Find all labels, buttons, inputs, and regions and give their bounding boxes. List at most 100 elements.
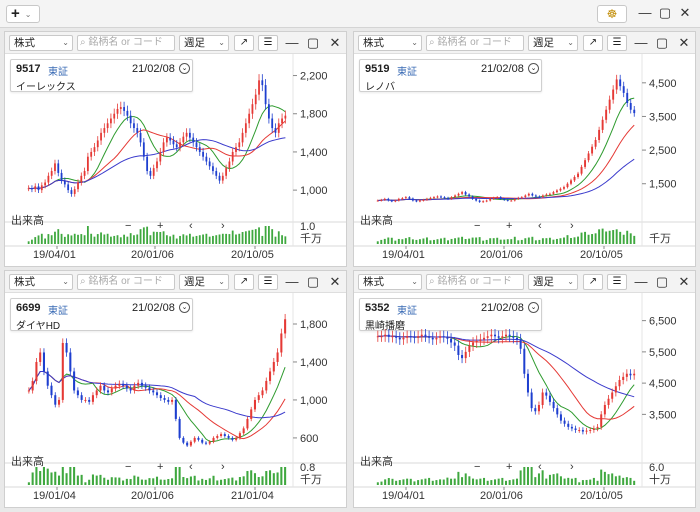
panel-minimize-button[interactable]: — (634, 274, 648, 289)
volume-bar (431, 480, 434, 485)
candle-body (592, 428, 595, 430)
close-window-button[interactable]: ✕ (679, 5, 691, 20)
volume-bar (27, 482, 30, 485)
expand-toggle-icon[interactable]: ⌄ (179, 302, 190, 313)
volume-bar (387, 237, 390, 244)
add-panel-button[interactable]: + ⌄ (6, 5, 40, 23)
expand-toggle-icon[interactable]: ⌄ (528, 63, 539, 74)
volume-bar (61, 467, 64, 485)
market-type-select[interactable]: 株式 ⌄ (358, 274, 422, 290)
market-type-select[interactable]: 株式 ⌄ (358, 35, 422, 51)
period-value: 週足 (184, 37, 205, 49)
panel-minimize-button[interactable]: — (634, 35, 648, 50)
candle-body (431, 337, 434, 340)
maximize-window-button[interactable]: ▢ (658, 5, 672, 20)
scroll-left-button[interactable]: ‹ (538, 461, 542, 473)
y-tick-label: 5,500 (649, 347, 677, 359)
volume-bar (231, 477, 234, 485)
scroll-right-button[interactable]: › (570, 461, 574, 473)
zoom-out-button[interactable]: − (474, 220, 480, 232)
y-tick-label: 6,500 (649, 316, 677, 328)
zoom-in-button[interactable]: + (506, 220, 512, 232)
symbol-search-input[interactable]: ⌕ 銘柄名 or コード (77, 274, 175, 290)
candle-body (152, 390, 155, 393)
period-select[interactable]: 週足 ⌄ (179, 35, 229, 51)
volume-bar (394, 240, 397, 244)
volume-bar (103, 234, 106, 244)
popout-button[interactable]: ↗ (583, 35, 603, 51)
candle-body (559, 188, 562, 191)
volume-bar (37, 235, 40, 244)
zoom-in-button[interactable]: + (157, 461, 163, 473)
zoom-out-button[interactable]: − (474, 461, 480, 473)
symbol-search-input[interactable]: ⌕ 銘柄名 or コード (77, 35, 175, 51)
menu-button[interactable]: ☰ (258, 274, 278, 290)
candle-body (508, 334, 511, 337)
panel-close-button[interactable]: ✕ (678, 35, 690, 50)
candle-body (208, 161, 211, 167)
symbol-search-input[interactable]: ⌕ 銘柄名 or コード (426, 35, 524, 51)
candle-body (619, 79, 622, 87)
volume-bar (269, 470, 272, 485)
candle-body (165, 137, 168, 143)
minimize-window-button[interactable]: — (638, 5, 652, 20)
period-select[interactable]: 週足 ⌄ (179, 274, 229, 290)
volume-bar (581, 480, 584, 485)
panel-minimize-button[interactable]: — (285, 274, 299, 289)
panel-close-button[interactable]: ✕ (678, 274, 690, 289)
panel-maximize-button[interactable]: ▢ (655, 35, 669, 50)
y-tick-label: 4,500 (649, 378, 677, 390)
market-type-select[interactable]: 株式 ⌄ (9, 274, 73, 290)
popout-button[interactable]: ↗ (583, 274, 603, 290)
volume-bar (93, 236, 96, 244)
panel-minimize-button[interactable]: — (285, 35, 299, 50)
zoom-out-button[interactable]: − (125, 220, 131, 232)
expand-toggle-icon[interactable]: ⌄ (528, 302, 539, 313)
volume-bar (512, 479, 515, 485)
candle-body (404, 197, 407, 199)
candle-body (436, 196, 439, 198)
volume-bar (142, 227, 145, 244)
volume-bar (622, 477, 625, 485)
candle-body (478, 200, 481, 202)
scroll-right-button[interactable]: › (221, 461, 225, 473)
scroll-left-button[interactable]: ‹ (189, 220, 193, 232)
volume-bar (208, 478, 211, 485)
volume-bar (443, 237, 446, 244)
panel-close-button[interactable]: ✕ (329, 274, 341, 289)
volume-bar (601, 228, 604, 244)
period-select[interactable]: 週足 ⌄ (528, 35, 578, 51)
settings-button[interactable]: ☸ (597, 5, 627, 23)
volume-bar (504, 480, 508, 485)
menu-button[interactable]: ☰ (607, 35, 627, 51)
panel-maximize-button[interactable]: ▢ (306, 274, 320, 289)
panel-maximize-button[interactable]: ▢ (655, 274, 669, 289)
menu-button[interactable]: ☰ (258, 35, 278, 51)
zoom-in-button[interactable]: + (157, 220, 163, 232)
scroll-right-button[interactable]: › (221, 220, 225, 232)
panel-close-button[interactable]: ✕ (329, 35, 341, 50)
volume-bar (96, 234, 99, 244)
period-select[interactable]: 週足 ⌄ (528, 274, 578, 290)
expand-toggle-icon[interactable]: ⌄ (179, 63, 190, 74)
zoom-out-button[interactable]: − (125, 461, 131, 473)
scroll-right-button[interactable]: › (570, 220, 574, 232)
search-placeholder: 銘柄名 or コード (437, 37, 512, 48)
menu-button[interactable]: ☰ (607, 274, 627, 290)
scroll-left-button[interactable]: ‹ (189, 461, 193, 473)
volume-bar (192, 236, 195, 244)
candle-body (34, 186, 37, 190)
scroll-left-button[interactable]: ‹ (538, 220, 542, 232)
symbol-search-input[interactable]: ⌕ 銘柄名 or コード (426, 274, 524, 290)
volume-bar (626, 230, 629, 244)
popout-button[interactable]: ↗ (234, 35, 254, 51)
zoom-in-button[interactable]: + (506, 461, 512, 473)
candle-body (380, 199, 383, 201)
candle-body (520, 197, 523, 199)
popout-button[interactable]: ↗ (234, 274, 254, 290)
panel-maximize-button[interactable]: ▢ (306, 35, 320, 50)
candle-body (159, 395, 162, 399)
volume-bar (482, 240, 485, 244)
market-type-select[interactable]: 株式 ⌄ (9, 35, 73, 51)
volume-bar (80, 234, 83, 244)
